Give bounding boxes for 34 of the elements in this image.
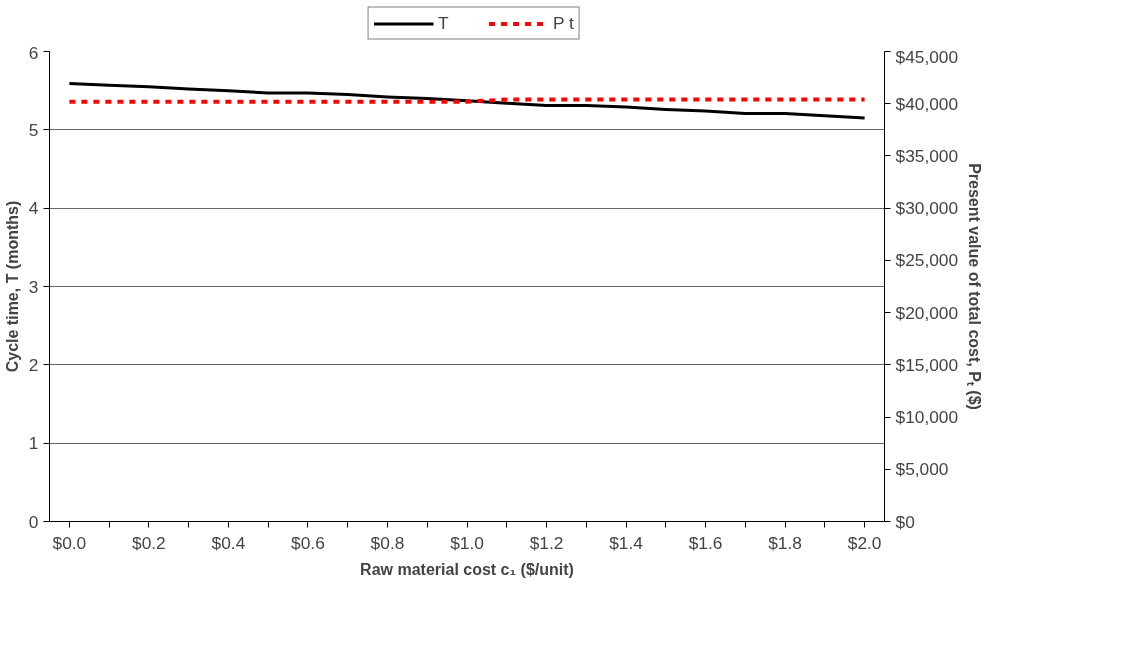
y-tick-label: 2 — [28, 354, 39, 375]
y-tick-label: 5 — [28, 119, 39, 140]
y2-tick-label: $15,000 — [895, 354, 959, 375]
x-tick-label: $0.0 — [52, 532, 87, 553]
y-tick-label: 0 — [28, 511, 39, 532]
y2-tick-label: $35,000 — [895, 145, 959, 166]
line-series — [67, 82, 867, 120]
y2-tick-label: $20,000 — [895, 302, 959, 323]
x-tick-label: $2.0 — [847, 532, 882, 553]
x-axis-title: Raw material cost c₁ ($/unit) — [360, 560, 574, 578]
legend-label: P t — [553, 12, 574, 34]
x-tick-label: $0.4 — [211, 532, 246, 553]
x-tick-label: $0.6 — [291, 532, 325, 553]
y-axis-title: Cycle time, T (months) — [3, 200, 21, 373]
x-tick-label: $1.0 — [450, 532, 484, 553]
legend-label: T — [438, 12, 450, 34]
x-tick-label: $1.6 — [688, 532, 723, 553]
x-tick-label: $1.8 — [768, 532, 802, 553]
x-tick-label: $0.2 — [132, 532, 166, 553]
y-tick-label: 3 — [28, 276, 39, 297]
y-tick-label: 1 — [28, 433, 39, 454]
x-tick-label: $1.2 — [529, 532, 564, 553]
x-tick-label: $1.4 — [609, 532, 644, 553]
y2-tick-label: $25,000 — [895, 250, 959, 271]
y2-tick-label: $30,000 — [895, 198, 959, 219]
y-tick-label: 4 — [28, 198, 39, 219]
y2-tick-label: $40,000 — [895, 93, 959, 114]
x-tick-label: $0.8 — [370, 532, 405, 553]
y2-tick-label: $45,000 — [895, 46, 959, 67]
y2-tick-label: $5,000 — [895, 459, 949, 480]
y2-axis-title: Present value of total cost, Pₜ ($) — [966, 163, 984, 410]
y2-tick-label: $10,000 — [895, 407, 959, 428]
y-tick-label: 6 — [28, 42, 39, 63]
y2-tick-label: $0 — [895, 511, 915, 532]
